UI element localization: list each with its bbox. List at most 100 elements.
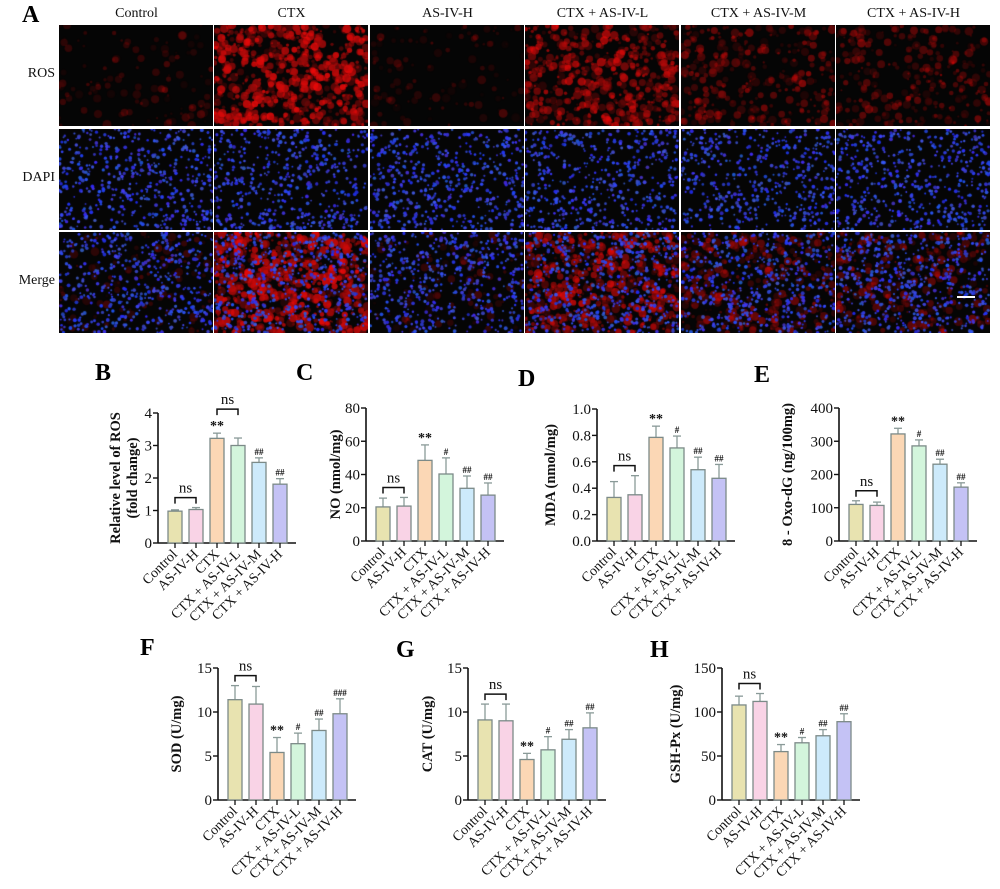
- micrograph-merge-3: [370, 232, 524, 333]
- significance-marker: **: [210, 419, 224, 434]
- panel-letter-a: A: [22, 2, 40, 28]
- significance-marker: ##: [715, 453, 725, 463]
- micrograph-dapi-6: [836, 129, 990, 230]
- y-tick-label: 50: [701, 749, 716, 765]
- significance-marker: **: [891, 414, 905, 429]
- y-tick-label: 0.0: [572, 534, 591, 550]
- micrograph-dapi-5: [681, 129, 835, 230]
- ns-bracket-label: ns: [221, 392, 235, 408]
- y-tick-label: 10: [197, 705, 212, 721]
- row-label-dapi: DAPI: [22, 170, 55, 185]
- micrograph-ros-3: [370, 25, 524, 126]
- significance-marker: ##: [819, 719, 829, 729]
- y-axis-label: (fold change): [125, 437, 141, 518]
- significance-marker: **: [774, 731, 788, 746]
- y-tick-label: 5: [205, 749, 213, 765]
- ns-bracket-label: ns: [743, 667, 757, 683]
- y-tick-label: 80: [345, 401, 360, 417]
- y-tick-label: 15: [197, 661, 212, 677]
- micrograph-dapi-3: [370, 129, 524, 230]
- scale-bar: [957, 296, 975, 298]
- micrograph-merge-4: [525, 232, 679, 333]
- y-tick-label: 200: [811, 468, 834, 484]
- column-label-ctx-as-iv-l: CTX + AS-IV-L: [556, 6, 649, 21]
- y-tick-label: 5: [455, 749, 463, 765]
- y-tick-label: 0.4: [572, 481, 591, 497]
- significance-marker: ##: [315, 708, 325, 718]
- significance-marker: #: [444, 447, 449, 457]
- y-tick-label: 0: [709, 793, 717, 809]
- y-tick-label: 0: [826, 534, 834, 550]
- row-label-merge: Merge: [18, 273, 55, 288]
- y-tick-label: 1.0: [572, 402, 591, 418]
- panel-letter-d: D: [518, 366, 536, 392]
- y-axis-label: SOD (U/mg): [169, 695, 185, 772]
- micrograph-dapi-4: [525, 129, 679, 230]
- ns-bracket-label: ns: [179, 481, 193, 497]
- y-tick-label: 0: [455, 793, 463, 809]
- bar-ctx-as-iv-m: [815, 735, 831, 801]
- panel-letter-c: C: [296, 360, 314, 386]
- y-axis-label: CAT (U/mg): [420, 696, 436, 773]
- significance-marker: **: [649, 412, 663, 427]
- significance-marker: #: [296, 722, 301, 732]
- y-tick-label: 100: [811, 501, 834, 517]
- column-label-ctx-as-iv-h: CTX + AS-IV-H: [867, 6, 960, 21]
- ns-bracket-label: ns: [387, 470, 401, 486]
- y-tick-label: 4: [145, 406, 153, 422]
- y-tick-label: 0: [145, 536, 153, 552]
- significance-marker: #: [675, 425, 680, 435]
- y-tick-label: 400: [811, 401, 834, 417]
- y-tick-label: 2: [145, 471, 153, 487]
- ns-bracket-label: ns: [618, 449, 632, 465]
- significance-marker: **: [270, 724, 284, 739]
- micrograph-ros-5: [681, 25, 835, 126]
- y-axis-label: GSH-Px (U/mg): [668, 684, 684, 783]
- micrograph-dapi-2: [214, 129, 368, 230]
- bar-ctx-as-iv-l: [794, 742, 810, 801]
- y-tick-label: 15: [447, 661, 462, 677]
- panel-letter-h: H: [650, 637, 669, 663]
- y-tick-label: 20: [345, 501, 360, 517]
- micrograph-ros-6: [836, 25, 990, 126]
- column-label-as-iv-h: AS-IV-H: [422, 6, 473, 21]
- significance-marker: ##: [840, 703, 850, 713]
- ns-bracket-label: ns: [239, 659, 253, 675]
- significance-marker: #: [917, 429, 922, 439]
- micrograph-ros-2: [214, 25, 368, 126]
- significance-marker: ##: [463, 465, 473, 475]
- significance-marker: ##: [484, 472, 494, 482]
- bar-ctx: [773, 750, 789, 801]
- y-tick-label: 10: [447, 705, 462, 721]
- y-tick-label: 0: [205, 793, 213, 809]
- bar-control: [731, 704, 747, 801]
- y-tick-label: 3: [145, 439, 153, 455]
- y-tick-label: 150: [694, 661, 717, 677]
- significance-marker: **: [418, 431, 432, 446]
- significance-marker: ##: [936, 448, 946, 458]
- row-label-ros: ROS: [27, 66, 55, 81]
- ns-bracket-label: ns: [489, 677, 503, 693]
- panel-letter-b: B: [95, 360, 112, 386]
- significance-marker: **: [520, 739, 534, 754]
- panel-letter-g: G: [396, 637, 415, 663]
- significance-marker: ##: [565, 719, 575, 729]
- y-axis-label: Relative level of ROS: [108, 412, 124, 544]
- significance-marker: #: [800, 727, 805, 737]
- significance-marker: ##: [255, 447, 265, 457]
- micrograph-merge-5: [681, 232, 835, 333]
- significance-marker: ##: [586, 702, 596, 712]
- y-tick-label: 0.2: [572, 508, 591, 524]
- significance-marker: #: [546, 726, 551, 736]
- column-label-ctx: CTX: [277, 6, 306, 21]
- column-label-control: Control: [115, 6, 158, 21]
- y-tick-label: 0: [353, 534, 361, 550]
- y-tick-label: 0.6: [572, 455, 591, 471]
- y-axis-label: 8 - Oxo-dG (ng/100mg): [780, 403, 796, 546]
- y-tick-label: 1: [145, 504, 153, 520]
- y-axis-label: MDA (nmol/mg): [543, 424, 559, 526]
